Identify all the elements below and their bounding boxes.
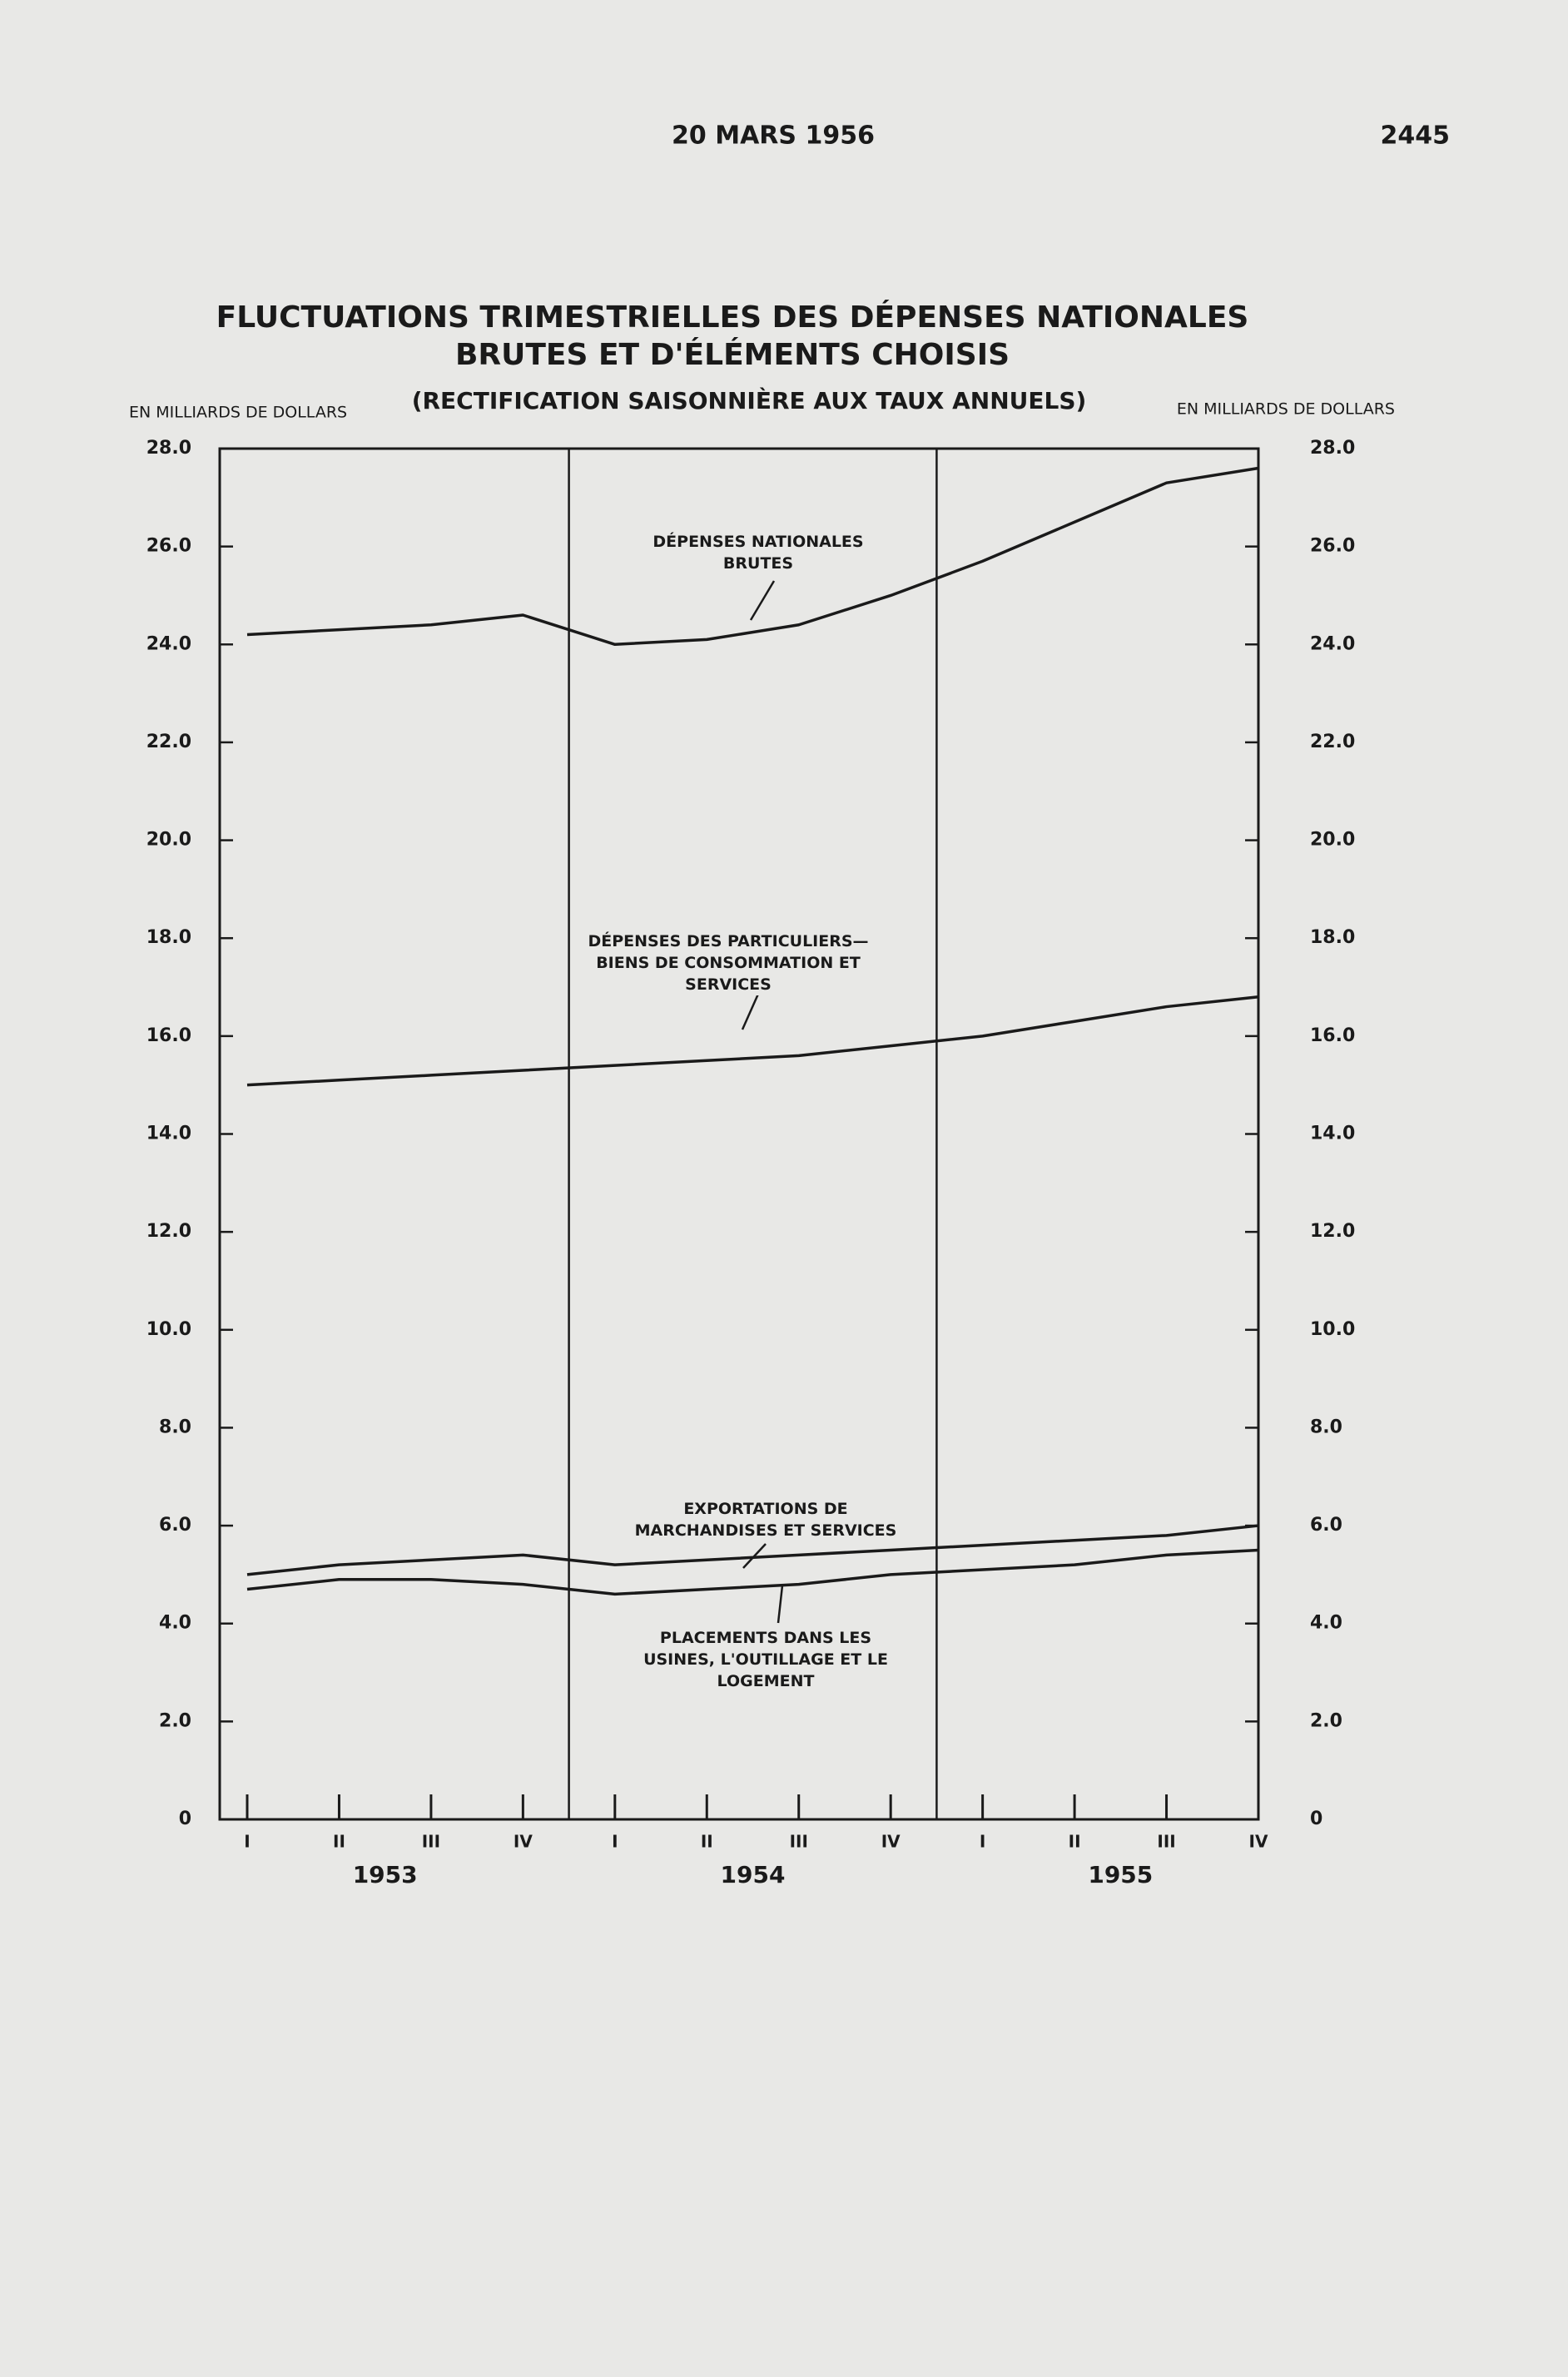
header-date: 20 MARS 1956 — [672, 122, 875, 151]
y2-tick-label: 10.0 — [1310, 1319, 1355, 1340]
y2-tick-label: 0 — [1310, 1809, 1322, 1829]
y-tick-label: 0 — [179, 1809, 191, 1829]
x-tick-label: I — [244, 1832, 250, 1852]
y2-tick-label: 20.0 — [1310, 830, 1355, 851]
y-tick-label: 6.0 — [159, 1515, 191, 1536]
x-tick-label: I — [980, 1832, 985, 1852]
x-tick-label: II — [1069, 1832, 1081, 1852]
chart-title: FLUCTUATIONS TRIMESTRIELLES DES DÉPENSES… — [216, 300, 1249, 372]
page-number: 2445 — [1381, 122, 1451, 151]
y2-tick-label: 24.0 — [1310, 633, 1355, 654]
y2-tick-label: 26.0 — [1310, 536, 1355, 557]
y-tick-label: 12.0 — [146, 1221, 191, 1242]
y2-tick-label: 8.0 — [1310, 1417, 1342, 1437]
y2-tick-label: 12.0 — [1310, 1221, 1355, 1242]
x-tick-label: II — [333, 1832, 345, 1852]
y-tick-label: 16.0 — [146, 1025, 191, 1046]
plot-frame — [218, 447, 1260, 1821]
x-tick-label: III — [422, 1832, 440, 1852]
series-line — [246, 1524, 1259, 1576]
x-tick-label: III — [790, 1832, 808, 1852]
y-tick-label: 18.0 — [146, 927, 191, 948]
y-tick-label: 22.0 — [146, 732, 191, 752]
title-line: BRUTES ET D'ÉLÉMENTS CHOISIS — [455, 337, 1010, 372]
y2-tick-label: 4.0 — [1310, 1613, 1342, 1634]
y-tick-label: 4.0 — [159, 1613, 191, 1634]
y-tick-label: 10.0 — [146, 1319, 191, 1340]
y2-tick-label: 2.0 — [1310, 1710, 1342, 1731]
series-line — [246, 466, 1259, 647]
arrow — [741, 991, 761, 1030]
arrows — [741, 580, 784, 1624]
y2-tick-label: 28.0 — [1310, 438, 1355, 459]
y2-axis-label: EN MILLIARDS DE DOLLARS — [1177, 400, 1395, 419]
y-tick-label: 26.0 — [146, 536, 191, 557]
series-label: EXPORTATIONS DE MARCHANDISES ET SERVICES — [628, 1498, 903, 1541]
y-axis-label: EN MILLIARDS DE DOLLARS — [129, 404, 347, 422]
chart-subtitle: (RECTIFICATION SAISONNIÈRE AUX TAUX ANNU… — [412, 386, 1087, 414]
y-tick-label: 2.0 — [159, 1710, 191, 1731]
y2-tick-label: 6.0 — [1310, 1515, 1342, 1536]
y2-tick-label: 16.0 — [1310, 1025, 1355, 1046]
y2-tick-label: 14.0 — [1310, 1124, 1355, 1144]
year-label: 1954 — [721, 1861, 786, 1888]
x-tick-label: III — [1157, 1832, 1175, 1852]
series-label: DÉPENSES DES PARTICULIERS— BIENS DE CONS… — [583, 930, 874, 995]
x-tick-label: IV — [1249, 1832, 1268, 1852]
y-tick-label: 28.0 — [146, 438, 191, 459]
series-label: PLACEMENTS DANS LES USINES, L'OUTILLAGE … — [641, 1627, 891, 1692]
y-tick-label: 20.0 — [146, 830, 191, 851]
y-tick-label: 24.0 — [146, 633, 191, 654]
year-label: 1953 — [353, 1861, 418, 1888]
arrow — [749, 580, 776, 621]
series-line — [246, 995, 1259, 1087]
x-tick-label: IV — [514, 1832, 533, 1852]
y-tick-label: 14.0 — [146, 1124, 191, 1144]
year-label: 1955 — [1088, 1861, 1153, 1888]
title-line: FLUCTUATIONS TRIMESTRIELLES DES DÉPENSES… — [216, 300, 1249, 335]
series-line — [246, 1548, 1259, 1596]
x-tick-label: II — [701, 1832, 713, 1852]
y-tick-label: 8.0 — [159, 1417, 191, 1437]
series-label: DÉPENSES NATIONALES BRUTES — [642, 531, 875, 574]
x-tick-label: IV — [881, 1832, 901, 1852]
arrow — [777, 1585, 784, 1624]
y2-tick-label: 22.0 — [1310, 732, 1355, 752]
y2-tick-label: 18.0 — [1310, 927, 1355, 948]
x-tick-label: I — [612, 1832, 618, 1852]
